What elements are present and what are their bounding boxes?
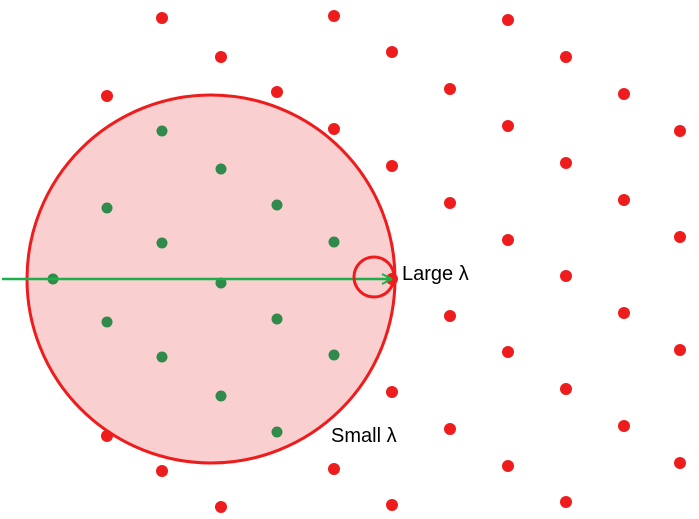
lattice-point-outside (215, 51, 227, 63)
lattice-point-outside (618, 88, 630, 100)
lattice-point-outside (444, 83, 456, 95)
lattice-point-outside (674, 344, 686, 356)
lattice-point-outside (560, 383, 572, 395)
lattice-point-inside (156, 237, 168, 249)
lattice-point-outside (101, 90, 113, 102)
lattice-point-inside (328, 349, 340, 361)
lattice-point-inside (215, 390, 227, 402)
lattice-point-outside (674, 231, 686, 243)
large-lambda-circle (352, 255, 396, 299)
lattice-point-outside (618, 194, 630, 206)
lattice-point-inside (156, 125, 168, 137)
lattice-point-outside (386, 499, 398, 511)
lattice-point-outside (386, 46, 398, 58)
lattice-point-inside (215, 163, 227, 175)
lattice-point-outside (328, 10, 340, 22)
lattice-point-outside (502, 234, 514, 246)
lattice-point-outside (386, 386, 398, 398)
lattice-point-outside (502, 120, 514, 132)
lattice-point-outside (386, 160, 398, 172)
lattice-point-inside (328, 236, 340, 248)
lattice-point-outside (618, 420, 630, 432)
lattice-point-inside (271, 313, 283, 325)
lattice-point-outside (444, 310, 456, 322)
large-lambda-label: Large λ (402, 263, 469, 285)
lattice-point-outside (215, 501, 227, 513)
lattice-point-outside (560, 496, 572, 508)
lattice-point-inside (101, 316, 113, 328)
lattice-point-outside (674, 457, 686, 469)
lattice-point-outside (328, 123, 340, 135)
lattice-point-outside (560, 51, 572, 63)
lattice-point-inside (271, 426, 283, 438)
lattice-point-outside (618, 307, 630, 319)
lattice-point-outside (156, 12, 168, 24)
lattice-point-outside (328, 463, 340, 475)
lattice-point-outside (502, 346, 514, 358)
lattice-point-outside (271, 86, 283, 98)
lattice-point-inside (101, 202, 113, 214)
lattice-point-outside (502, 14, 514, 26)
lattice-point-outside (444, 423, 456, 435)
lattice-point-inside (271, 199, 283, 211)
lattice-point-outside (674, 125, 686, 137)
lattice-points (47, 10, 686, 513)
small-lambda-label: Small λ (331, 425, 397, 447)
lattice-point-outside (560, 270, 572, 282)
lattice-point-outside (502, 460, 514, 472)
lattice-point-outside (156, 465, 168, 477)
lattice-point-inside (156, 351, 168, 363)
lattice-point-outside (444, 197, 456, 209)
lattice-point-outside (560, 157, 572, 169)
lattice-point-outside (101, 430, 113, 442)
